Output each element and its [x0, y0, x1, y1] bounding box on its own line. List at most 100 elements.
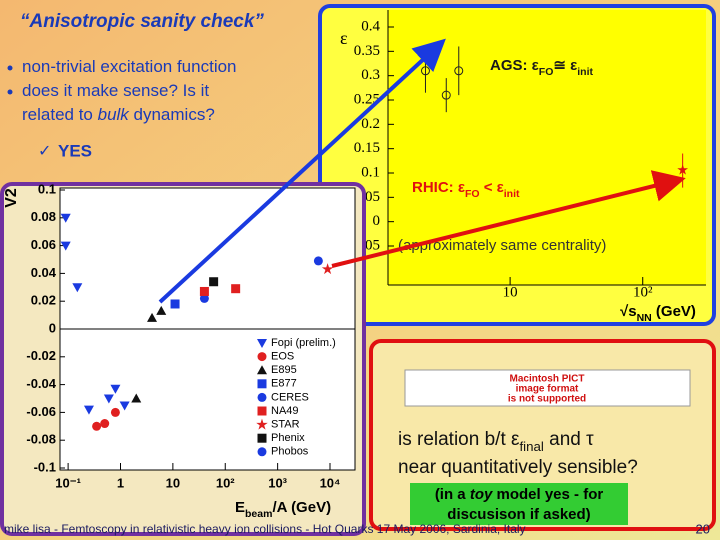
point — [170, 299, 180, 309]
y-tick-label: 0.2 — [361, 116, 380, 132]
x-tick-label: 10 — [166, 475, 180, 490]
x-tick-label: 10⁻¹ — [55, 475, 81, 490]
point — [110, 384, 121, 394]
point — [92, 421, 102, 431]
y-axis-label: V2 — [3, 188, 20, 208]
y-tick-label: -0.04 — [26, 376, 56, 391]
point — [257, 406, 267, 416]
arrow-ags — [158, 38, 446, 304]
text-part: (approximately same centrality) — [398, 237, 606, 254]
text-part: dynamics? — [129, 105, 215, 124]
v2-plot: V2 0.1 0.08 0.06 0.04 0.02 0 -0.02 -0.04 -0.06 -0.… — [3, 181, 355, 520]
text-line: (approximately same centrality) — [398, 237, 606, 254]
text-line: non-trivial excitation function — [22, 57, 237, 76]
text-part: (in a — [435, 486, 470, 503]
check-mark: ✓ — [38, 143, 51, 160]
point — [131, 393, 142, 403]
point — [60, 241, 71, 251]
y-tick-label: 0.4 — [361, 18, 380, 34]
y-tick-label: 0.3 — [361, 67, 380, 83]
y-tick-label: 0.1 — [361, 164, 380, 180]
point — [156, 305, 167, 315]
text-part: is relation b/t ε — [398, 429, 520, 450]
text-part: bulk — [98, 105, 131, 124]
y-tick-label: 0.06 — [31, 237, 56, 252]
toy-line: (in a toy model yes - for — [435, 486, 604, 503]
text-part: related to — [22, 105, 98, 124]
point — [231, 284, 241, 294]
legend-label: EOS — [271, 351, 294, 363]
point — [147, 312, 158, 322]
point — [72, 283, 83, 293]
text-part: near quantitatively sensible? — [398, 457, 638, 478]
title: “Anisotropic sanity check” — [20, 11, 264, 32]
point: ★ — [676, 161, 689, 177]
point — [119, 401, 130, 411]
legend-label: Phenix — [271, 432, 305, 444]
page-number: 20 — [696, 521, 710, 536]
y-tick-label: -0.08 — [26, 432, 56, 447]
text-part: RHIC: ε — [412, 179, 465, 196]
bullets: non-trivial excitation function does it m… — [7, 57, 237, 160]
x-tick-label: 1 — [117, 475, 124, 490]
point — [83, 405, 94, 415]
toy-line: discusison if asked) — [447, 506, 590, 523]
text-line: near quantitatively sensible? — [398, 457, 638, 478]
text-part: init — [504, 188, 520, 200]
point — [209, 277, 219, 287]
text-part: does it make sense? Is it — [22, 81, 209, 100]
point — [257, 339, 267, 348]
point — [441, 90, 451, 100]
pict-text: Macintosh PICT — [509, 374, 584, 385]
text-part: (GeV) — [652, 303, 696, 320]
text-part: AGS: ε — [490, 57, 539, 74]
y-tick-label: 0.15 — [354, 140, 380, 156]
legend-label: CERES — [271, 391, 309, 403]
text-line: √sNN (GeV) — [620, 303, 696, 324]
point — [257, 447, 267, 457]
sub-bullet: YES — [58, 141, 92, 160]
legend-label: E895 — [271, 364, 297, 376]
text-part: FO — [539, 66, 554, 78]
point — [60, 213, 71, 223]
text-part: non-trivial excitation function — [22, 57, 237, 76]
y-axis-label: ε — [340, 28, 348, 48]
x-tick-label: 10³ — [268, 475, 287, 490]
point — [110, 407, 120, 417]
x-tick-label: 10 — [503, 284, 518, 300]
text-part: FO — [465, 188, 480, 200]
y-tick-label: -0.06 — [26, 404, 56, 419]
pict-text: image format — [516, 384, 579, 395]
bullet-dot — [7, 65, 13, 71]
top-plot: ε0.40.350.30.250.20.150.10.050-0.051010²… — [340, 10, 706, 324]
point: ★ — [255, 417, 268, 434]
text-line: Ebeam/A (GeV) — [235, 499, 331, 520]
bullet-dot — [7, 89, 13, 95]
point — [199, 286, 209, 296]
y-tick-label: 0.1 — [38, 181, 56, 196]
footer: mike lisa - Femtoscopy in relativistic h… — [4, 522, 526, 536]
text-part: √s — [620, 303, 637, 320]
y-tick-label: 0.04 — [31, 265, 57, 280]
text-part: E — [235, 499, 245, 516]
x-tick-label: 10² — [633, 284, 653, 300]
point — [257, 365, 267, 375]
arrow-rhic — [331, 170, 686, 268]
point — [257, 433, 267, 443]
text-line: does it make sense? Is it — [22, 81, 209, 100]
y-tick-label: -0.1 — [34, 459, 56, 474]
point — [100, 419, 110, 429]
legend-label: Phobos — [271, 446, 309, 458]
x-tick-label: 10² — [216, 475, 235, 490]
y-tick-label: 0.08 — [31, 209, 56, 224]
legend-label: Fopi (prelim.) — [271, 337, 336, 349]
x-tick-label: 10⁴ — [320, 475, 341, 490]
text-part: beam — [245, 508, 272, 520]
y-tick-label: 0.02 — [31, 293, 56, 308]
question: is relation b/t εfinal and τ near quantit… — [398, 429, 638, 478]
y-tick-label: 0 — [373, 213, 381, 229]
text-part: NN — [637, 312, 652, 324]
toy-model: (in a toy model yes - for discusison if a… — [435, 486, 604, 523]
